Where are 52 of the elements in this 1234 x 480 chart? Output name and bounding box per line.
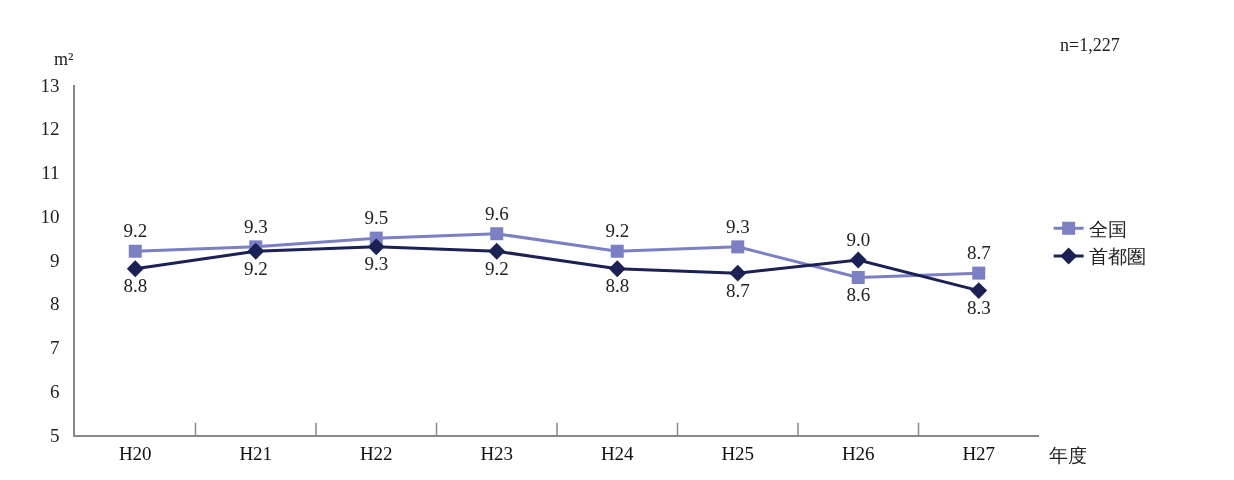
y-tick-label: 8 (49, 293, 60, 315)
x-tick-label: H23 (480, 442, 514, 464)
data-label: 8.7 (725, 279, 750, 301)
x-tick-label: H24 (600, 442, 635, 464)
y-tick-label: 9 (49, 249, 60, 271)
y-tick-label: 13 (40, 74, 60, 96)
y-tick-label: 10 (40, 205, 60, 227)
y-tick-label: 12 (40, 118, 60, 140)
data-label: 8.6 (846, 283, 871, 305)
point (731, 240, 745, 254)
point (488, 242, 506, 260)
data-label: 9.2 (484, 257, 509, 279)
data-label: 9.0 (846, 229, 871, 251)
data-label: 9.2 (123, 220, 148, 242)
data-label: 9.2 (243, 257, 268, 279)
data-label: 9.3 (243, 215, 268, 237)
data-label: 9.3 (725, 215, 750, 237)
y-axis-title: m² (54, 49, 74, 69)
text: n=1,227 (1060, 35, 1120, 55)
point (608, 260, 626, 278)
data-label: 8.8 (123, 275, 148, 297)
x-tick-label: H27 (962, 442, 996, 464)
x-tick-label: H22 (359, 442, 393, 464)
y-tick-label: 5 (49, 424, 60, 446)
data-label: 8.3 (966, 296, 991, 318)
y-tick-label: 11 (41, 162, 60, 184)
point (367, 238, 385, 256)
x-tick-label: H20 (118, 442, 152, 464)
point (610, 244, 624, 258)
x-tick-label: H26 (841, 442, 875, 464)
x-axis-title: 年度 (1049, 445, 1087, 466)
point (972, 266, 986, 280)
y-tick-label: 6 (49, 380, 60, 402)
point (490, 227, 504, 241)
point (126, 260, 144, 278)
x-tick-label: H25 (721, 442, 755, 464)
legend-label: 全国 (1088, 218, 1127, 240)
data-label: 8.7 (966, 242, 991, 264)
y-tick-label: 7 (49, 337, 60, 359)
x-tick-label: H21 (239, 442, 273, 464)
point (729, 264, 747, 282)
data-label: 9.6 (484, 202, 509, 224)
legend-label: 首都圏 (1088, 246, 1146, 268)
data-label: 9.5 (364, 207, 389, 229)
point (849, 251, 867, 269)
point (128, 244, 142, 258)
data-label: 8.8 (605, 275, 630, 297)
point (851, 271, 865, 284)
data-label: 9.3 (364, 253, 389, 275)
point (247, 242, 265, 260)
data-label: 9.2 (605, 220, 630, 242)
point (970, 282, 988, 300)
